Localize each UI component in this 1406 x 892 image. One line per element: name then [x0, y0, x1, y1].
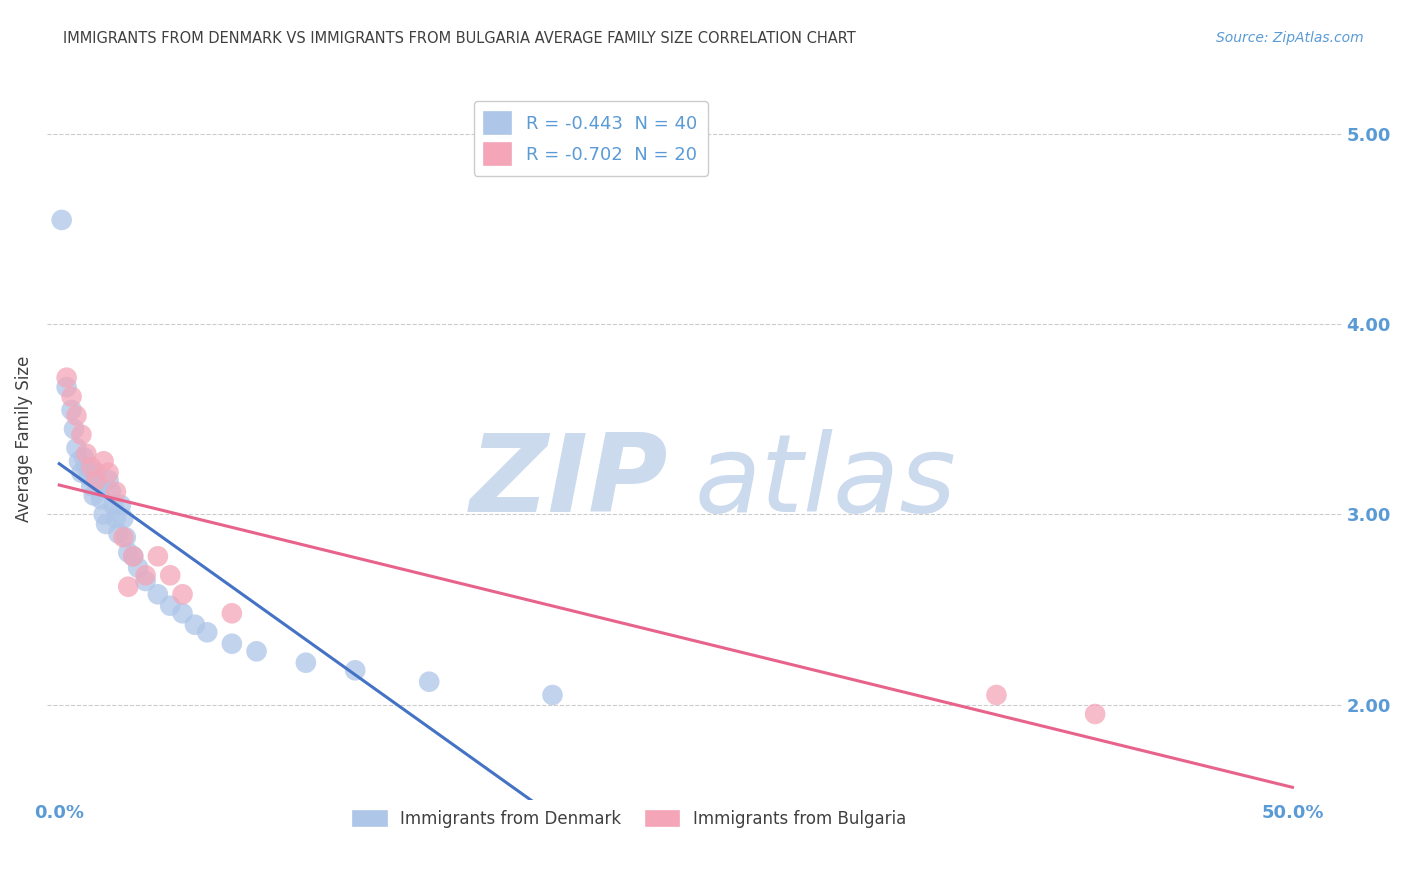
Point [51, 213, 73, 227]
Point [114, 530, 136, 544]
Point [122, 549, 145, 564]
Point [135, 568, 157, 582]
Point [986, 688, 1008, 702]
Point [90, 492, 112, 507]
Point [112, 530, 135, 544]
Point [100, 484, 122, 499]
Point [65, 441, 87, 455]
Point [1084, 706, 1107, 721]
Point [104, 511, 127, 525]
Point [146, 587, 169, 601]
Point [77, 469, 100, 483]
Point [418, 674, 440, 689]
Point [75, 460, 97, 475]
Point [195, 625, 218, 640]
Point [75, 447, 97, 461]
Point [84, 466, 107, 480]
Point [60, 390, 83, 404]
Y-axis label: Average Family Size: Average Family Size [15, 355, 32, 522]
Point [184, 617, 207, 632]
Text: IMMIGRANTS FROM DENMARK VS IMMIGRANTS FROM BULGARIA AVERAGE FAMILY SIZE CORRELAT: IMMIGRANTS FROM DENMARK VS IMMIGRANTS FR… [63, 31, 856, 46]
Point [172, 607, 194, 621]
Point [159, 599, 181, 613]
Text: atlas: atlas [695, 429, 956, 534]
Point [60, 403, 83, 417]
Point [221, 637, 243, 651]
Point [63, 422, 86, 436]
Point [344, 663, 367, 677]
Point [70, 466, 93, 480]
Point [67, 454, 90, 468]
Point [122, 549, 145, 564]
Point [97, 466, 120, 480]
Point [94, 516, 117, 531]
Point [221, 607, 243, 621]
Point [135, 574, 157, 588]
Point [295, 656, 318, 670]
Point [127, 560, 149, 574]
Legend: Immigrants from Denmark, Immigrants from Bulgaria: Immigrants from Denmark, Immigrants from… [346, 803, 912, 835]
Point [93, 454, 115, 468]
Point [172, 587, 194, 601]
Text: ZIP: ZIP [470, 429, 668, 535]
Text: Source: ZipAtlas.com: Source: ZipAtlas.com [1216, 31, 1364, 45]
Point [80, 460, 103, 475]
Point [87, 479, 110, 493]
Point [110, 498, 132, 512]
Point [93, 508, 115, 522]
Point [117, 580, 139, 594]
Point [83, 488, 105, 502]
Point [117, 545, 139, 559]
Point [146, 549, 169, 564]
Point [65, 409, 87, 423]
Point [104, 484, 127, 499]
Point [159, 568, 181, 582]
Point [70, 427, 93, 442]
Point [112, 511, 135, 525]
Point [55, 380, 77, 394]
Point [80, 479, 103, 493]
Point [541, 688, 564, 702]
Point [84, 473, 107, 487]
Point [103, 498, 125, 512]
Point [245, 644, 267, 658]
Point [107, 526, 129, 541]
Point [73, 450, 96, 465]
Point [97, 473, 120, 487]
Point [55, 370, 77, 384]
